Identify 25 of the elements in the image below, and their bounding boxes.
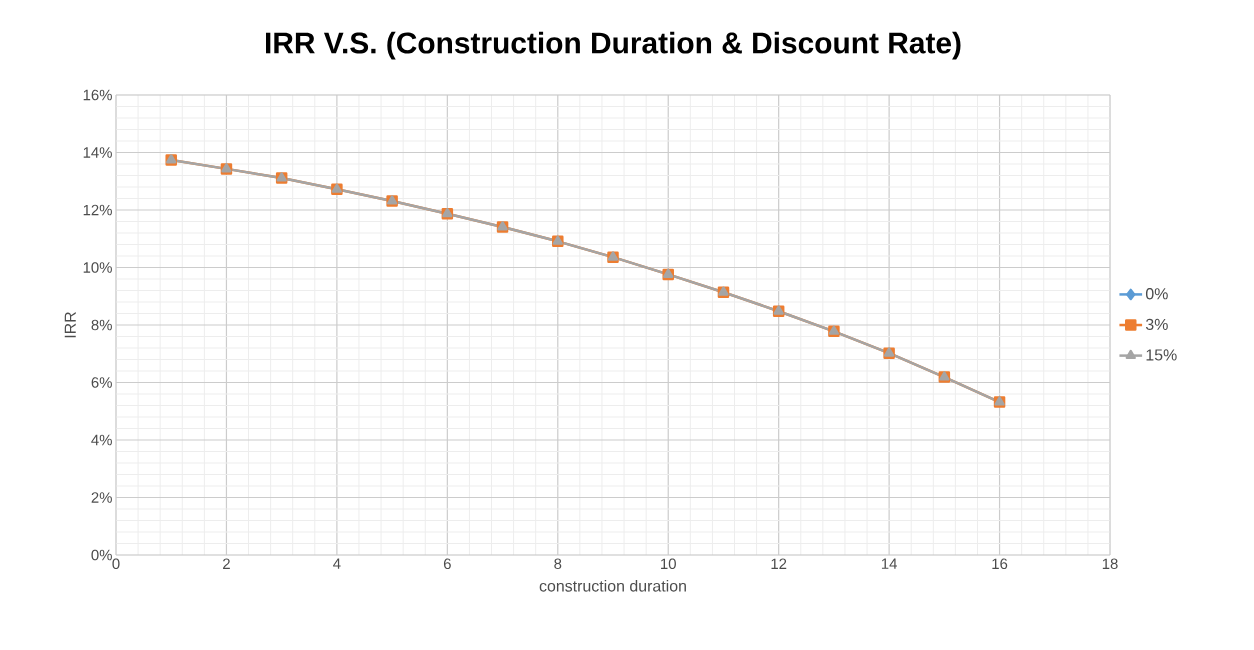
y-axis-title: IRR [64,312,76,338]
x-axis-title: construction duration [539,579,686,592]
x-tick-label: 18 [1102,558,1118,570]
y-tick-label: 14% [83,147,112,158]
y-tick-label: 6% [91,377,112,388]
legend-label: 0% [1145,288,1168,300]
y-tick-label: 4% [91,434,112,446]
y-tick-label: 0% [91,549,112,561]
x-tick-label: 4 [333,558,341,569]
y-tick-label: 8% [91,319,112,331]
x-tick-label: 16 [992,558,1008,570]
x-tick-label: 10 [661,558,676,570]
x-tick-label: 2 [223,558,230,569]
x-tick-label: 8 [554,558,562,570]
y-tick-label: 10% [83,262,112,273]
x-tick-label: 6 [443,558,451,570]
y-tick-label: 12% [83,204,112,216]
y-tick-label: 2% [91,492,112,503]
legend-label: 15% [1146,349,1177,361]
x-tick-label: 14 [881,558,897,569]
y-tick-label: 16% [83,89,112,101]
x-tick-label: 12 [771,558,787,569]
legend-label: 3% [1145,318,1168,331]
x-tick-label: 0 [112,558,120,570]
chart-title: IRR V.S. (Construction Duration & Discount Rate) [266,31,961,60]
